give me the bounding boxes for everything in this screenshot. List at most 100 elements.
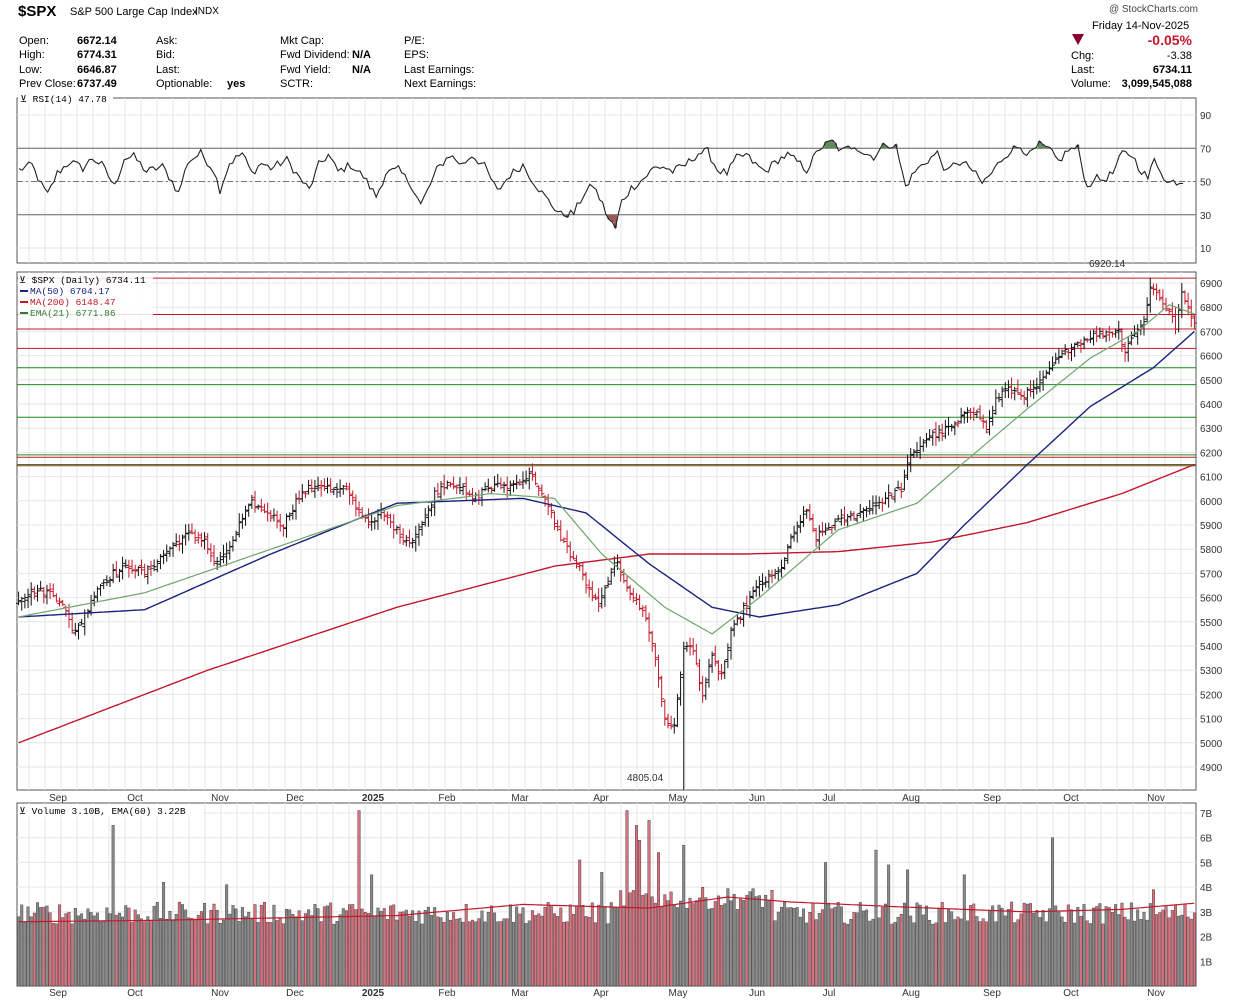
volume-bar (956, 916, 960, 987)
volume-bar (117, 912, 121, 987)
volume-bar (408, 915, 411, 987)
volume-bar (1161, 909, 1165, 987)
volume-bar (247, 911, 251, 987)
last-label: Last: (1071, 64, 1095, 76)
volume-bar (890, 923, 894, 987)
volume-bar (751, 888, 755, 987)
volume-bar (915, 902, 919, 987)
volume-bar (1066, 904, 1070, 987)
volume-bar (562, 922, 566, 987)
volume-bar (29, 916, 33, 987)
volume-bar (335, 921, 339, 987)
volume-bar (316, 908, 320, 987)
volume-bar (1151, 889, 1155, 987)
volume-bar (319, 921, 323, 987)
volume-bar (1054, 905, 1058, 987)
volume-ema-line (18, 896, 1195, 923)
volume-bar (471, 919, 474, 987)
volume-bar (367, 913, 370, 987)
volume-bar (965, 920, 969, 987)
volume-bar (1164, 906, 1168, 987)
volume-bar (1088, 923, 1092, 987)
x-tick-label: Mar (511, 793, 529, 804)
quote-label: Last: (156, 64, 180, 76)
volume-bar (880, 907, 884, 987)
volume-bar (546, 902, 550, 987)
volume-bar (594, 922, 597, 987)
volume-bar (991, 905, 995, 987)
x-tick-label: Apr (593, 988, 609, 999)
volume-bar (83, 918, 87, 987)
volume-bar (181, 904, 184, 987)
volume-bar (1032, 912, 1036, 987)
volume-bar (486, 912, 490, 987)
volume-bar (67, 911, 71, 987)
volume-bar (269, 922, 273, 987)
price-tick-label: 5800 (1200, 545, 1223, 556)
volume-bar (556, 916, 560, 987)
volume-bar (962, 874, 966, 987)
volume-bar (370, 874, 374, 987)
quote-label: Fwd Dividend: (280, 49, 350, 61)
x-tick-label: Sep (983, 793, 1001, 804)
volume-bar (508, 904, 512, 987)
volume-bar (382, 908, 386, 987)
volume-bar (332, 923, 336, 987)
x-tick-label: Jun (749, 793, 765, 804)
volume-bar (285, 909, 288, 987)
volume-bar (439, 917, 443, 987)
volume-bar (745, 894, 749, 987)
quote-value: 6774.31 (77, 49, 117, 61)
volume-bar (187, 917, 191, 987)
x-tick-label: Feb (438, 793, 456, 804)
volume-bar (338, 914, 342, 987)
volume-bar (902, 902, 906, 987)
volume-bar (571, 914, 575, 987)
volume-bar (893, 922, 897, 987)
volume-bar (80, 913, 84, 987)
rsi-tick-label: 90 (1200, 111, 1212, 122)
volume-bar (1010, 901, 1014, 987)
volume-bar (820, 909, 824, 987)
rsi-tick-label: 50 (1200, 178, 1212, 189)
volume-bar (997, 904, 1001, 987)
x-tick-label: Oct (1063, 793, 1079, 804)
volume-bar (102, 921, 106, 987)
volume-bar (1139, 919, 1143, 987)
volume-bar (190, 918, 194, 987)
price-tick-label: 6400 (1200, 400, 1223, 411)
price-tick-label: 6000 (1200, 497, 1223, 508)
volume-bar (162, 882, 166, 987)
volume-bar (587, 917, 591, 987)
volume-bar (874, 849, 878, 987)
volume-bar (266, 921, 270, 987)
volume-tick-label: 4B (1200, 883, 1213, 894)
down-arrow-icon (1072, 34, 1084, 45)
volume-bar (534, 915, 538, 987)
volume-bar (225, 884, 229, 987)
volume-bar (502, 918, 506, 987)
volume-bar (868, 920, 872, 987)
volume-bar (925, 905, 928, 987)
volume-bar (565, 921, 569, 987)
volume-bar (619, 890, 623, 987)
volume-bar (675, 907, 679, 987)
volume-bar (234, 908, 238, 987)
volume-bar (1095, 906, 1099, 987)
volume-bar (341, 908, 345, 987)
volume-bar (912, 922, 916, 987)
volume-bar (871, 918, 875, 987)
volume-bar (430, 914, 434, 987)
volume-bar (240, 907, 244, 987)
volume-bar (861, 910, 865, 987)
volume-bar (928, 919, 932, 987)
volume-bar (272, 904, 276, 987)
volume-bar (950, 911, 954, 987)
volume-bar (326, 905, 329, 987)
volume-bar (1101, 923, 1105, 987)
x-tick-label: Sep (49, 793, 67, 804)
quote-label: EPS: (404, 49, 430, 61)
volume-bar (291, 913, 295, 987)
volume-bar (679, 900, 683, 987)
quote-value: 6646.87 (77, 64, 117, 76)
